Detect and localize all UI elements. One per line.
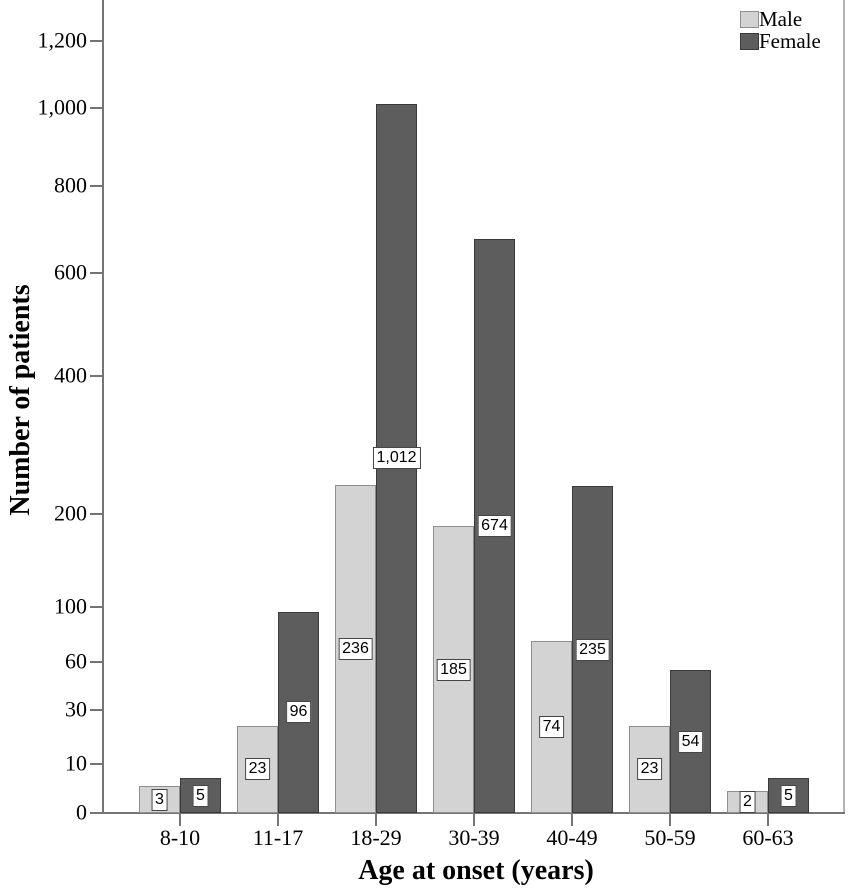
bar-value-label: 3 <box>151 788 168 811</box>
x-tick <box>375 813 377 826</box>
y-tick <box>90 606 103 608</box>
x-tick-label: 60-63 <box>742 825 794 850</box>
x-tick-label: 30-39 <box>448 825 500 850</box>
y-tick <box>90 107 103 109</box>
y-tick <box>90 661 103 663</box>
bar-value-label: 236 <box>338 638 373 661</box>
bar-value-label: 23 <box>244 758 271 781</box>
x-tick <box>669 813 671 826</box>
x-tick-label: 18-29 <box>350 825 402 850</box>
bar-female <box>768 778 809 813</box>
y-tick-label: 1,200 <box>37 27 88 53</box>
y-tick-label: 10 <box>65 750 87 776</box>
bar-value-label: 2 <box>739 791 756 814</box>
bar-value-label: 5 <box>780 784 797 807</box>
y-tick-label: 60 <box>65 648 87 674</box>
bar-value-label: 74 <box>538 716 565 739</box>
y-tick-label: 100 <box>54 593 87 619</box>
y-tick-label: 600 <box>54 259 87 285</box>
x-axis-line <box>90 812 845 814</box>
x-tick <box>473 813 475 826</box>
plot-right-border <box>843 0 845 814</box>
x-tick <box>179 813 181 826</box>
y-tick-label: 1,000 <box>37 94 88 120</box>
y-tick <box>90 763 103 765</box>
bar-value-label: 674 <box>477 515 512 538</box>
y-tick-label: 400 <box>54 362 87 388</box>
bar-value-label: 235 <box>575 638 610 661</box>
legend: Male Female <box>740 8 821 52</box>
y-tick <box>90 709 103 711</box>
y-tick <box>90 185 103 187</box>
y-tick <box>90 272 103 274</box>
x-tick-label: 8-10 <box>159 825 201 850</box>
bar-value-label: 185 <box>436 658 471 681</box>
bar-value-label: 96 <box>285 701 312 724</box>
y-tick <box>90 513 103 515</box>
y-axis-line <box>102 0 104 814</box>
y-axis-title: Number of patients <box>5 284 36 516</box>
x-tick <box>767 813 769 826</box>
y-tick <box>90 375 103 377</box>
bar-value-label: 1,012 <box>372 447 421 470</box>
y-tick-label: 200 <box>54 500 87 526</box>
x-tick-label: 50-59 <box>644 825 696 850</box>
legend-swatch-male <box>740 10 759 28</box>
x-tick-label: 11-17 <box>252 825 304 850</box>
x-tick <box>571 813 573 826</box>
bar-value-label: 5 <box>192 784 209 807</box>
x-tick-label: 40-49 <box>546 825 598 850</box>
legend-label: Female <box>759 29 821 53</box>
legend-swatch-female <box>740 32 759 50</box>
y-tick-label: 30 <box>65 696 87 722</box>
x-tick <box>277 813 279 826</box>
y-tick-label: 800 <box>54 172 87 198</box>
bar-value-label: 54 <box>677 730 704 753</box>
x-axis-title: Age at onset (years) <box>358 855 594 886</box>
bar-value-label: 23 <box>636 758 663 781</box>
y-tick-label: 0 <box>76 799 87 825</box>
legend-item-male: Male <box>740 8 821 30</box>
y-tick <box>90 40 103 42</box>
legend-item-female: Female <box>740 30 821 52</box>
legend-label: Male <box>759 7 803 31</box>
